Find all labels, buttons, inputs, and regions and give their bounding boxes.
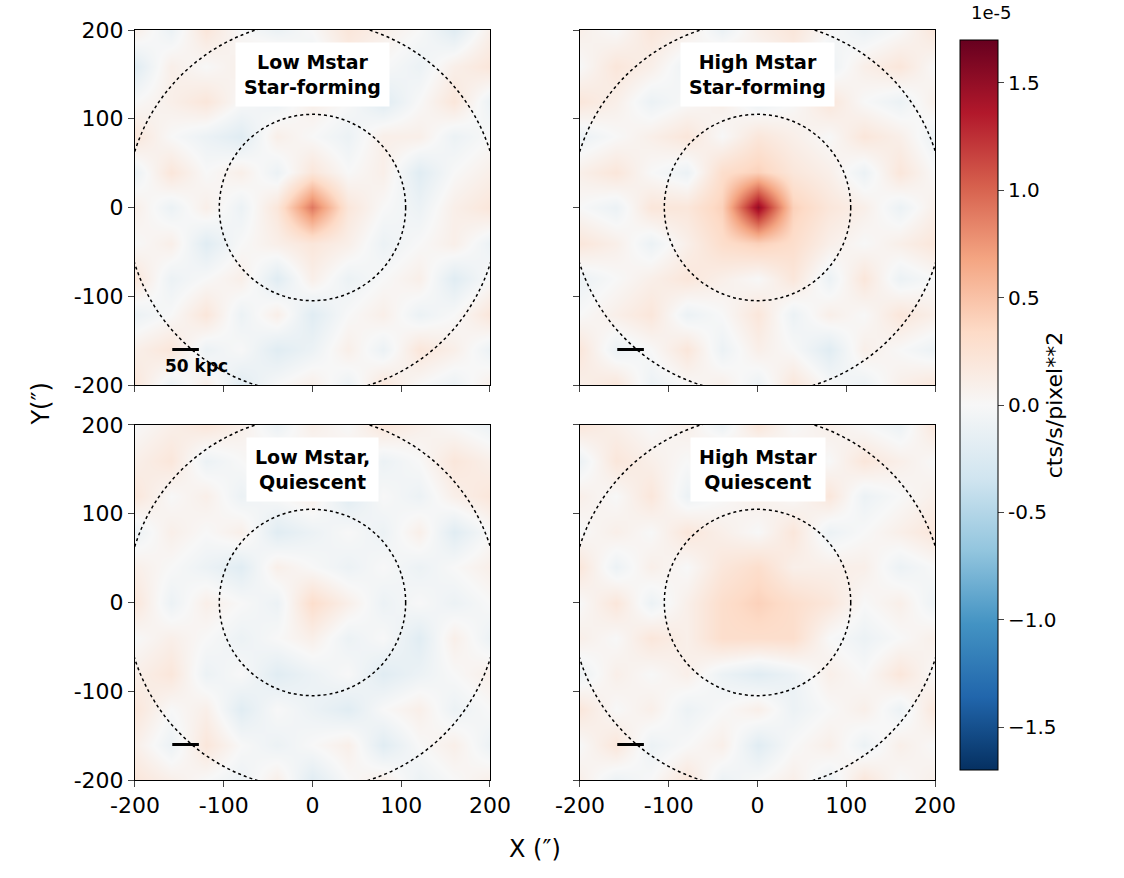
svg-text:-100: -100 xyxy=(74,679,124,704)
svg-text:0: 0 xyxy=(751,793,765,818)
svg-text:200: 200 xyxy=(82,18,124,43)
svg-text:0: 0 xyxy=(305,793,319,818)
svg-text:0: 0 xyxy=(110,590,124,615)
svg-text:0.5: 0.5 xyxy=(1008,286,1040,310)
svg-text:1.0: 1.0 xyxy=(1008,178,1040,202)
svg-text:-100: -100 xyxy=(199,793,249,818)
svg-text:Low MstarStar-forming: Low MstarStar-forming xyxy=(244,51,381,98)
svg-text:0.0: 0.0 xyxy=(1008,393,1040,417)
svg-text:1e-5: 1e-5 xyxy=(971,2,1011,23)
svg-text:100: 100 xyxy=(82,106,124,131)
svg-text:-200: -200 xyxy=(110,793,160,818)
svg-text:200: 200 xyxy=(914,793,956,818)
svg-text:Y(″): Y(″) xyxy=(27,382,55,425)
svg-text:-200: -200 xyxy=(74,373,124,398)
svg-text:-200: -200 xyxy=(555,793,605,818)
svg-text:200: 200 xyxy=(469,793,511,818)
svg-text:200: 200 xyxy=(82,413,124,438)
svg-text:100: 100 xyxy=(380,793,422,818)
svg-text:0: 0 xyxy=(110,195,124,220)
svg-text:High MstarStar-forming: High MstarStar-forming xyxy=(689,51,826,98)
svg-text:1.5: 1.5 xyxy=(1008,71,1040,95)
svg-text:-100: -100 xyxy=(74,284,124,309)
svg-text:Low Mstar,Quiescent: Low Mstar,Quiescent xyxy=(255,446,370,493)
svg-text:−1.0: −1.0 xyxy=(1008,608,1057,632)
svg-text:High MstarQuiescent: High MstarQuiescent xyxy=(699,446,817,493)
svg-text:cts/s/pixel**2: cts/s/pixel**2 xyxy=(1042,332,1067,479)
svg-text:50 kpc: 50 kpc xyxy=(165,356,228,376)
svg-text:-0.5: -0.5 xyxy=(1008,500,1047,524)
svg-text:-200: -200 xyxy=(74,768,124,793)
svg-text:100: 100 xyxy=(82,501,124,526)
svg-text:X (″): X (″) xyxy=(509,835,561,863)
svg-text:100: 100 xyxy=(825,793,867,818)
svg-text:−1.5: −1.5 xyxy=(1008,715,1057,739)
svg-text:-100: -100 xyxy=(644,793,694,818)
